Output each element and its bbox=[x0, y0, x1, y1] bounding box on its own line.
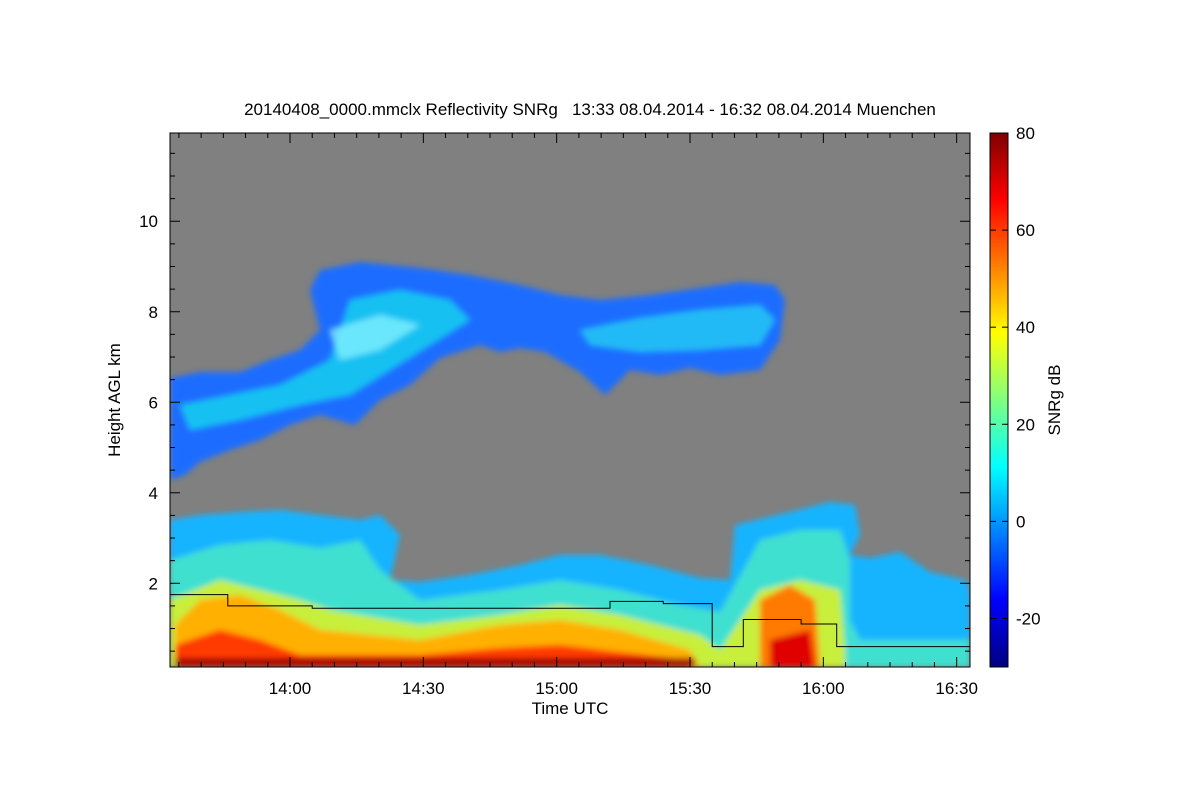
y-axis-label: Height AGL km bbox=[105, 343, 124, 457]
colorbar-tick-label: 40 bbox=[1016, 318, 1035, 337]
colorbar-ticks: -20 0 20 40 60 80 bbox=[990, 124, 1041, 628]
x-tick-label: 14:30 bbox=[402, 679, 445, 698]
x-tick-label: 15:00 bbox=[535, 679, 578, 698]
colorbar-gradient bbox=[989, 132, 1009, 668]
upper-cloud-echo bbox=[170, 262, 785, 480]
x-tick-label: 16:30 bbox=[935, 679, 978, 698]
x-axis-ticks: 14:00 14:30 15:00 15:30 16:00 16:30 bbox=[178, 133, 978, 698]
colorbar-label: SNRg dB bbox=[1045, 365, 1064, 436]
colorbar-tick-label: 60 bbox=[1016, 221, 1035, 240]
x-tick-label: 14:00 bbox=[269, 679, 312, 698]
colorbar-tick-label: 0 bbox=[1016, 512, 1025, 531]
y-tick-label: 10 bbox=[139, 212, 158, 231]
y-tick-label: 2 bbox=[149, 574, 158, 593]
y-axis-ticks: 2 4 6 8 10 bbox=[139, 152, 970, 652]
colorbar-tick-label: -20 bbox=[1016, 609, 1041, 628]
chart-title: 20140408_0000.mmclx Reflectivity SNRg 13… bbox=[244, 100, 936, 119]
plot-area bbox=[170, 133, 970, 667]
colorbar: -20 0 20 40 60 80 SNRg dB bbox=[989, 124, 1064, 668]
y-tick-label: 8 bbox=[149, 303, 158, 322]
y-tick-label: 6 bbox=[149, 393, 158, 412]
plot-frame bbox=[169, 132, 971, 668]
x-axis-label: Time UTC bbox=[532, 699, 609, 718]
boundary-step-line bbox=[170, 594, 970, 648]
colorbar-tick-label: 20 bbox=[1016, 415, 1035, 434]
lower-precip-echo bbox=[170, 502, 970, 667]
colorbar-tick-label: 80 bbox=[1016, 124, 1035, 143]
x-tick-label: 16:00 bbox=[802, 679, 845, 698]
x-tick-label: 15:30 bbox=[669, 679, 712, 698]
y-tick-label: 4 bbox=[149, 484, 158, 503]
